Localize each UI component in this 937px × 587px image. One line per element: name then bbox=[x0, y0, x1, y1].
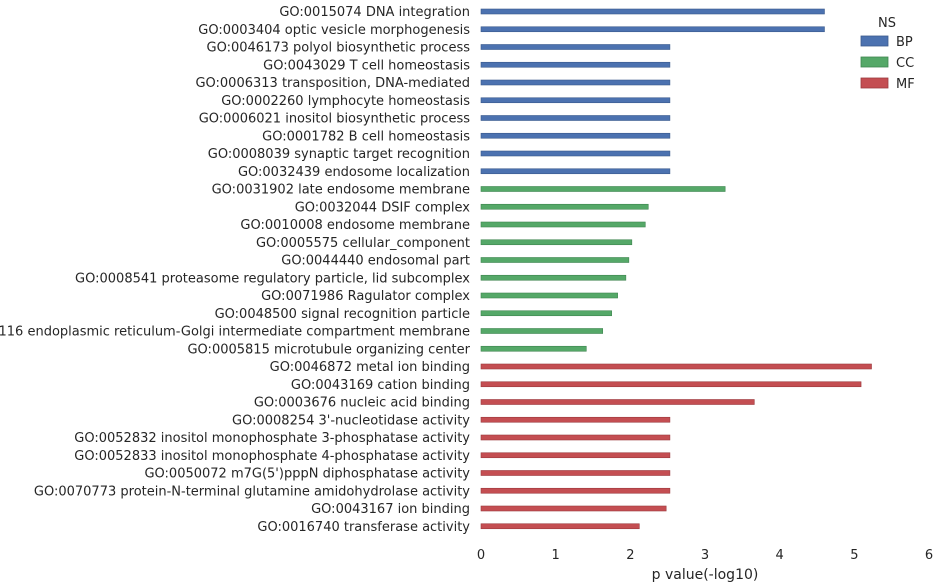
x-tick-label: 6 bbox=[925, 548, 933, 563]
category-labels: GO:0015074 DNA integration GO:0003404 opt… bbox=[0, 5, 471, 535]
legend-swatch-cc bbox=[860, 56, 889, 68]
x-tick-label: 1 bbox=[552, 548, 560, 563]
category-label: GO:0052832 inositol monophosphate 3-phos… bbox=[74, 431, 470, 446]
category-label: GO:0003676 nucleic acid binding bbox=[254, 396, 470, 411]
category-label: GO:0050072 m7G(5')pppN diphosphatase act… bbox=[144, 467, 470, 482]
category-label: GO:0033116 endoplasmic reticulum-Golgi i… bbox=[0, 325, 470, 340]
legend-swatch-bp bbox=[860, 35, 889, 47]
category-label: GO:0008254 3'-nucleotidase activity bbox=[232, 413, 470, 428]
bar-bp-0 bbox=[480, 8, 825, 15]
bar-mf-26 bbox=[480, 470, 671, 476]
x-axis-ticks: 0 1 2 3 4 5 6 bbox=[477, 548, 933, 563]
bar-cc-15 bbox=[480, 274, 627, 281]
x-tick-label: 0 bbox=[477, 548, 485, 563]
legend-swatch-mf bbox=[860, 77, 889, 89]
bar-mf-24 bbox=[480, 434, 671, 441]
bar-bp-1 bbox=[480, 26, 825, 33]
category-label: GO:0043167 ion binding bbox=[311, 502, 470, 517]
bar-bp-9 bbox=[480, 168, 671, 175]
bar-cc-11 bbox=[480, 203, 649, 210]
bar-cc-19 bbox=[480, 345, 587, 352]
category-label: GO:0046872 metal ion binding bbox=[270, 360, 470, 375]
category-label: GO:0015074 DNA integration bbox=[279, 5, 470, 20]
bar-mf-23 bbox=[480, 416, 671, 423]
category-label: GO:0016740 transferase activity bbox=[257, 520, 470, 535]
bar-mf-28 bbox=[480, 505, 667, 512]
x-tick-label: 3 bbox=[701, 548, 709, 563]
category-label: GO:0043029 T cell homeostasis bbox=[263, 58, 470, 73]
category-label: GO:0032044 DSIF complex bbox=[295, 200, 471, 215]
category-label: GO:0006021 inositol biosynthetic process bbox=[199, 112, 471, 127]
category-label: GO:0003404 optic vesicle morphogenesis bbox=[198, 23, 470, 38]
category-label: GO:0002260 lymphocyte homeostasis bbox=[221, 94, 470, 109]
category-label: GO:0044440 endosomal part bbox=[281, 254, 470, 269]
bar-cc-13 bbox=[480, 239, 633, 246]
category-label: GO:0043169 cation binding bbox=[291, 378, 470, 393]
bar-mf-29 bbox=[480, 523, 640, 530]
legend: NS BP CC MF bbox=[860, 16, 915, 92]
bar-cc-14 bbox=[480, 257, 630, 263]
category-label: GO:0052833 inositol monophosphate 4-phos… bbox=[74, 449, 470, 464]
bar-bp-5 bbox=[480, 97, 671, 104]
category-label: GO:0008039 synaptic target recognition bbox=[208, 147, 470, 162]
bar-cc-18 bbox=[480, 328, 604, 334]
bar-cc-16 bbox=[480, 292, 618, 299]
category-label: GO:0010008 endosome membrane bbox=[240, 218, 470, 233]
bar-mf-21 bbox=[480, 381, 862, 388]
bar-bp-8 bbox=[480, 150, 671, 157]
x-tick-label: 4 bbox=[776, 548, 784, 563]
bar-bp-4 bbox=[480, 79, 671, 86]
category-label: GO:0031902 late endosome membrane bbox=[212, 183, 470, 198]
x-axis-title: p value(-log10) bbox=[652, 567, 759, 583]
bar-cc-12 bbox=[480, 221, 646, 228]
category-label: GO:0070773 protein-N-terminal glutamine … bbox=[34, 484, 470, 499]
bar-mf-20 bbox=[480, 363, 872, 370]
legend-label-bp: BP bbox=[896, 35, 913, 50]
bar-bp-7 bbox=[480, 132, 671, 139]
bar-mf-22 bbox=[480, 399, 755, 405]
category-label: GO:0006313 transposition, DNA-mediated bbox=[195, 76, 470, 91]
bar-mf-27 bbox=[480, 487, 671, 494]
bars-group bbox=[480, 8, 872, 530]
x-tick-label: 5 bbox=[850, 548, 858, 563]
bar-mf-25 bbox=[480, 452, 671, 459]
bar-cc-17 bbox=[480, 310, 612, 317]
bar-bp-6 bbox=[480, 115, 671, 121]
legend-title: NS bbox=[878, 16, 896, 31]
bar-cc-10 bbox=[480, 186, 726, 192]
category-label: GO:0071986 Ragulator complex bbox=[261, 289, 470, 304]
category-label: GO:0046173 polyol biosynthetic process bbox=[207, 41, 471, 56]
category-label: GO:0005815 microtubule organizing center bbox=[187, 342, 470, 357]
bar-bp-2 bbox=[480, 44, 671, 50]
category-label: GO:0032439 endosome localization bbox=[238, 165, 470, 180]
category-label: GO:0005575 cellular_component bbox=[256, 236, 470, 251]
category-label: GO:0008541 proteasome regulatory particl… bbox=[75, 271, 470, 286]
category-label: GO:0048500 signal recognition particle bbox=[215, 307, 470, 322]
legend-label-mf: MF bbox=[896, 77, 915, 92]
legend-label-cc: CC bbox=[896, 56, 914, 71]
bar-bp-3 bbox=[480, 61, 671, 68]
category-label: GO:0001782 B cell homeostasis bbox=[262, 129, 470, 144]
x-tick-label: 2 bbox=[626, 548, 634, 563]
